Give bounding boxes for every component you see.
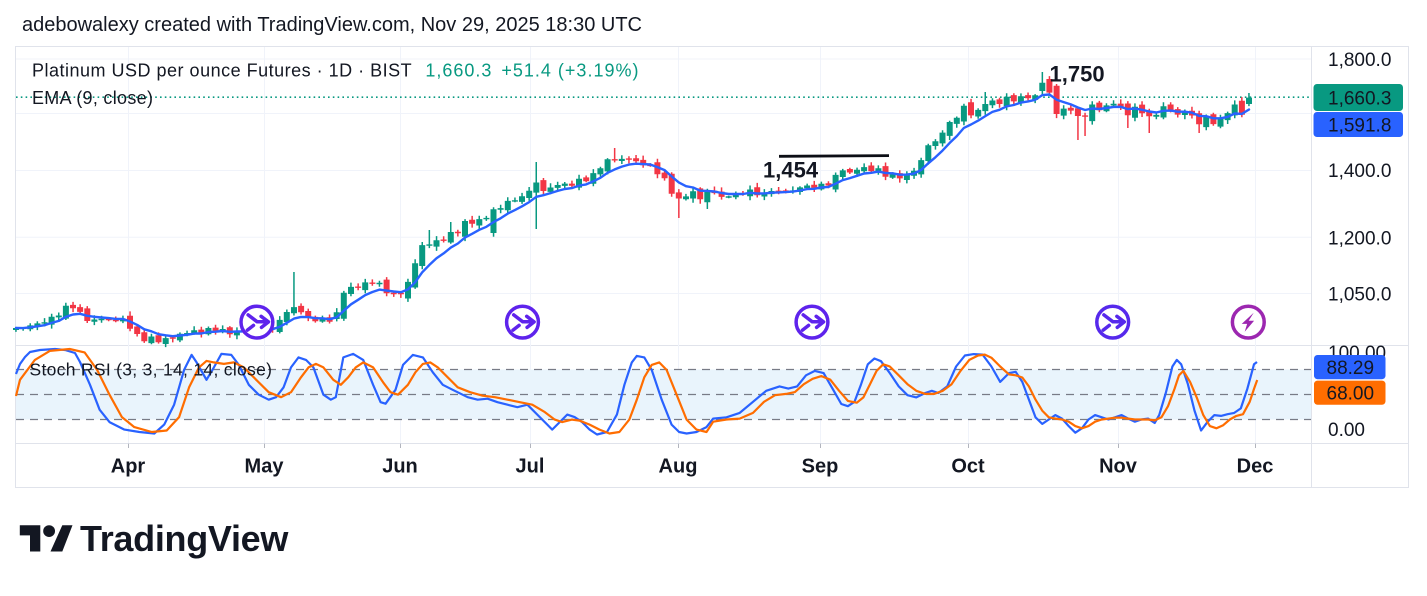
- svg-text:Jul: Jul: [516, 455, 545, 477]
- svg-text:1,454: 1,454: [763, 158, 819, 183]
- svg-text:EMA (9, close): EMA (9, close): [32, 88, 153, 108]
- svg-text:Nov: Nov: [1099, 455, 1138, 477]
- svg-text:Sep: Sep: [802, 455, 839, 477]
- svg-text:1,050.0: 1,050.0: [1328, 285, 1391, 306]
- svg-text:88.29: 88.29: [1327, 358, 1375, 379]
- svg-text:Stoch RSI (3, 3, 14, 14, close: Stoch RSI (3, 3, 14, 14, close): [30, 359, 273, 379]
- svg-text:1,660.3: 1,660.3: [1328, 89, 1391, 110]
- svg-text:Aug: Aug: [659, 455, 698, 477]
- svg-text:1,800.0: 1,800.0: [1328, 50, 1391, 71]
- svg-text:1,750: 1,750: [1050, 62, 1105, 87]
- svg-text:Jun: Jun: [382, 455, 418, 477]
- svg-text:1,591.8: 1,591.8: [1328, 116, 1391, 137]
- svg-text:Platinum USD per ounce Futures: Platinum USD per ounce Futures · 1D · BI…: [32, 61, 639, 81]
- svg-text:May: May: [245, 455, 285, 477]
- svg-text:1,400.0: 1,400.0: [1328, 161, 1391, 182]
- svg-text:0.00: 0.00: [1328, 420, 1365, 441]
- svg-text:68.00: 68.00: [1327, 384, 1375, 405]
- svg-text:Oct: Oct: [951, 455, 985, 477]
- svg-text:TradingView: TradingView: [80, 518, 289, 559]
- svg-text:adebowalexy created with Tradi: adebowalexy created with TradingView.com…: [22, 14, 642, 36]
- svg-text:Dec: Dec: [1237, 455, 1274, 477]
- svg-text:1,200.0: 1,200.0: [1328, 228, 1391, 249]
- svg-text:Apr: Apr: [111, 455, 146, 477]
